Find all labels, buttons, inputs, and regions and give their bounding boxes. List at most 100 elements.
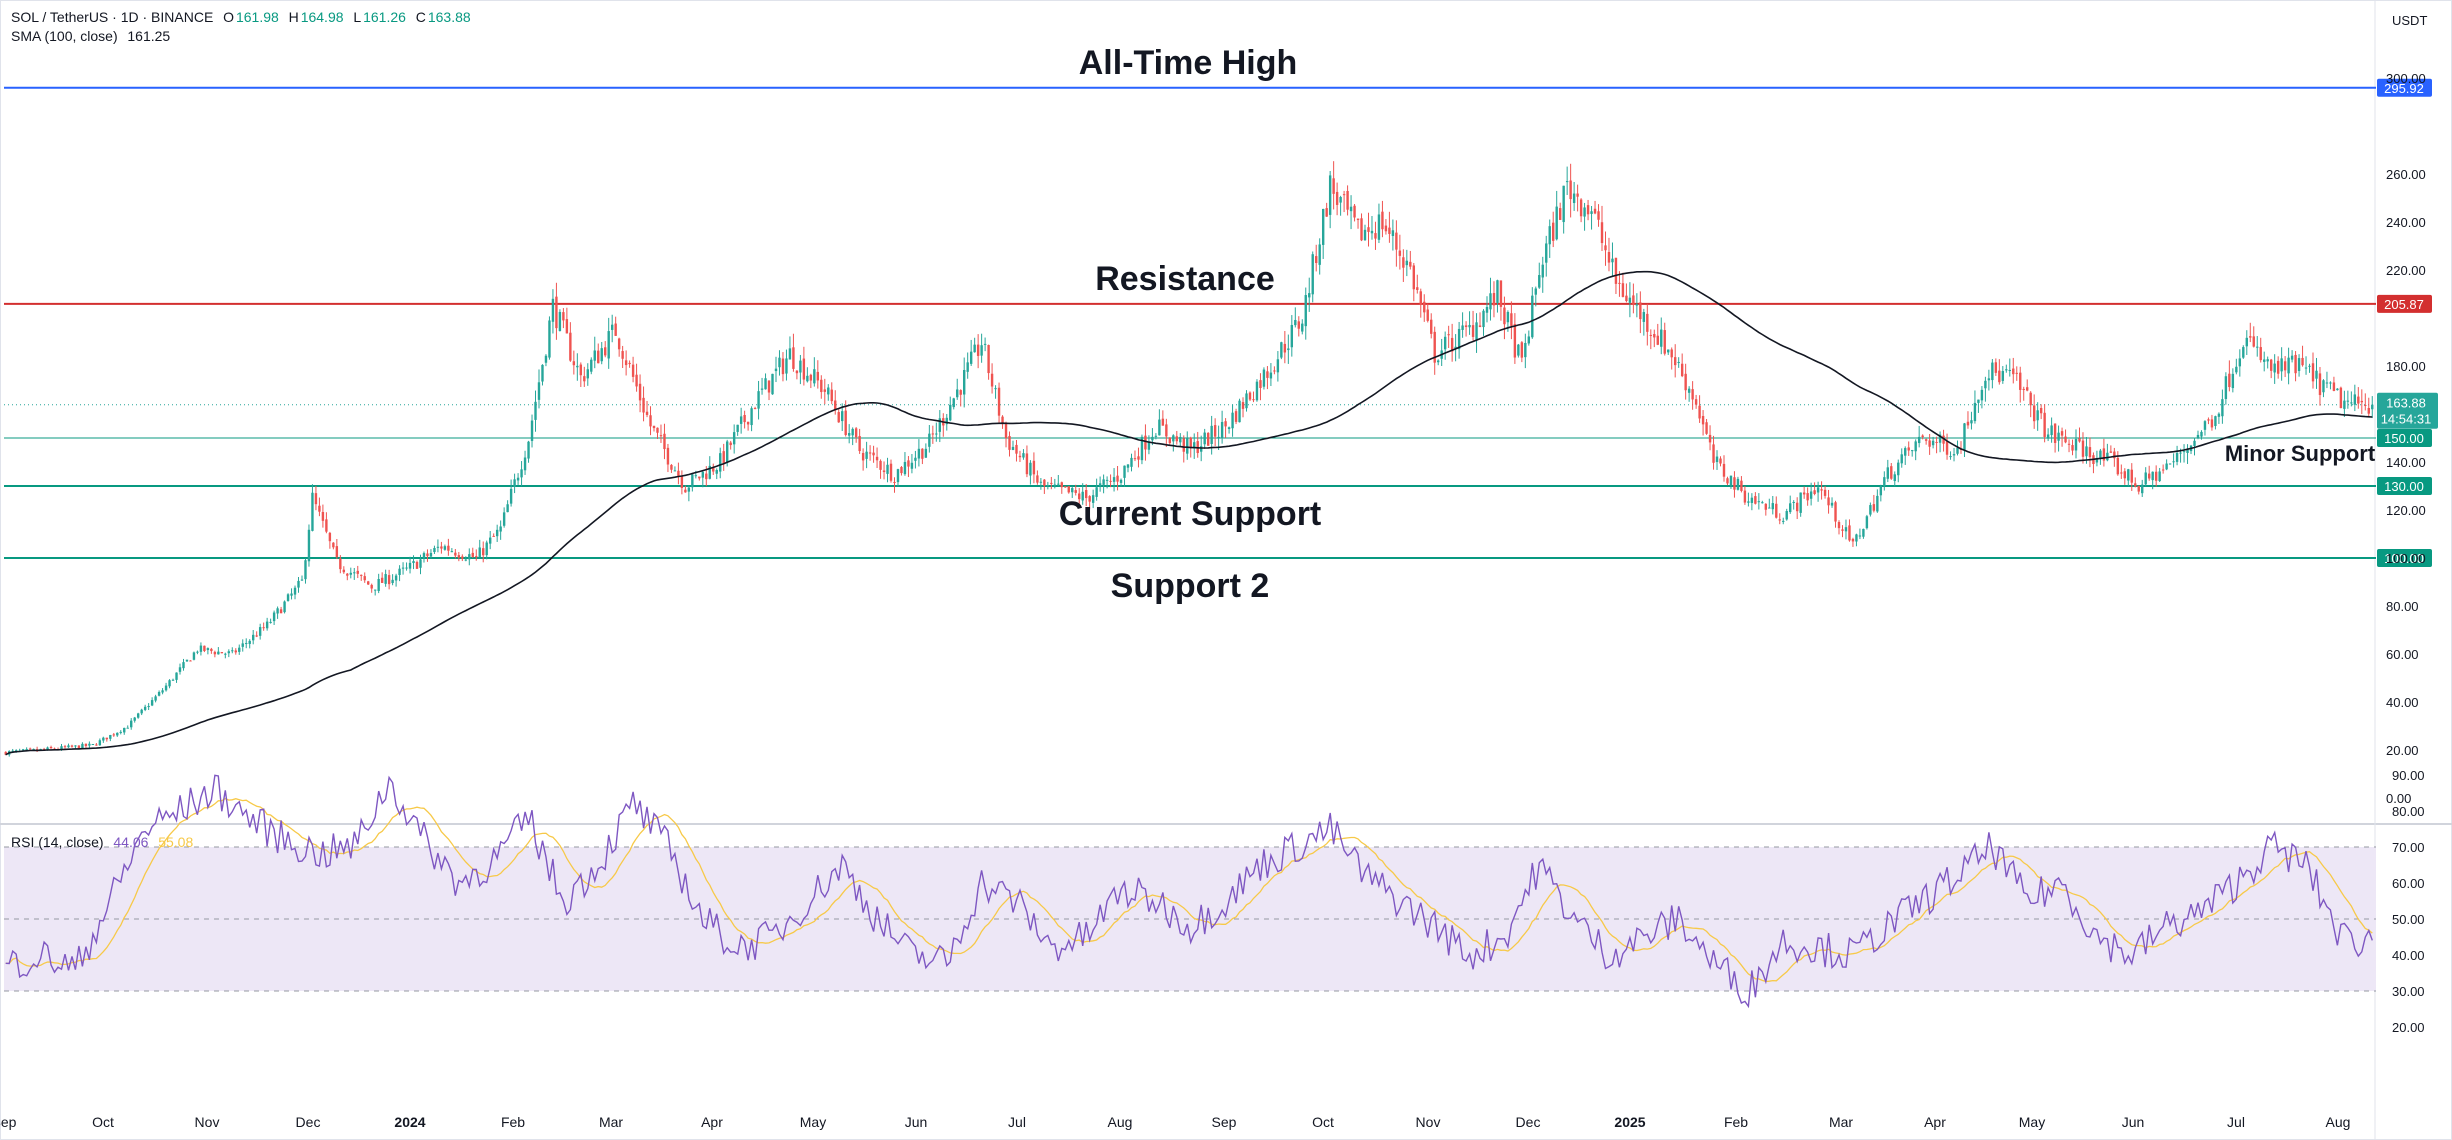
- candle-body: [231, 650, 234, 652]
- candle-body: [443, 546, 447, 550]
- candle-body: [123, 727, 126, 733]
- candle-body: [1834, 502, 1837, 522]
- candle-body: [1011, 446, 1015, 451]
- rsi-legend[interactable]: RSI (14, close) 44.06 55.08: [11, 834, 195, 850]
- candle-body: [1945, 441, 1949, 455]
- time-tick: Feb: [501, 1114, 525, 1130]
- currency-label: USDT: [2392, 13, 2427, 28]
- candle-body: [143, 706, 147, 710]
- candle-body: [1050, 482, 1053, 484]
- candle-body: [537, 382, 541, 400]
- candle-body: [1565, 181, 1569, 183]
- candle-body: [1583, 207, 1586, 217]
- price-tick: 220.00: [2386, 263, 2426, 278]
- candle-body: [666, 447, 670, 465]
- candle-body: [2186, 448, 2189, 453]
- candle-body: [1754, 496, 1757, 504]
- candle-body: [265, 621, 269, 629]
- candle-body: [1534, 288, 1537, 295]
- time-tick: Jun: [2122, 1114, 2145, 1130]
- candle-body: [767, 380, 771, 393]
- candle-body: [457, 555, 461, 558]
- candle-body: [116, 732, 119, 736]
- candle-body: [2364, 404, 2367, 406]
- candle-body: [523, 457, 527, 471]
- candle-body: [1091, 495, 1095, 503]
- candle-body: [1736, 478, 1740, 490]
- candle-body: [607, 331, 610, 359]
- candle-body: [2329, 382, 2332, 384]
- candle-body: [1304, 295, 1307, 327]
- candle-body: [440, 546, 443, 549]
- candle-body: [593, 350, 596, 361]
- candle-body: [1172, 435, 1175, 442]
- candle-body: [680, 476, 684, 488]
- rsi-tick: 80.00: [2392, 804, 2425, 819]
- candle-body: [2012, 368, 2015, 375]
- candle-body: [2064, 436, 2067, 443]
- candle-body: [708, 465, 711, 479]
- candle-body: [1970, 420, 1973, 424]
- candle-body: [1398, 250, 1402, 256]
- candle-body: [1283, 343, 1287, 353]
- price-tick: 120.00: [2386, 503, 2426, 518]
- candle-body: [220, 651, 224, 654]
- candle-body: [2210, 419, 2214, 428]
- candle-body: [1698, 405, 1701, 419]
- candle-body: [1687, 388, 1691, 393]
- candle-body: [398, 568, 401, 575]
- candle-body: [572, 361, 576, 366]
- candle-body: [60, 746, 63, 750]
- candle-body: [2154, 471, 2158, 481]
- candle-body: [1917, 436, 1921, 444]
- candle-body: [1405, 260, 1409, 266]
- candle-body: [185, 659, 189, 662]
- candle-body: [736, 424, 739, 432]
- candle-body: [164, 685, 168, 691]
- candle-body: [1349, 206, 1353, 212]
- candle-body: [1356, 218, 1360, 221]
- ohlc-close-value: 163.88: [427, 9, 471, 25]
- level-label: All-Time High: [1079, 44, 1298, 82]
- sma-legend[interactable]: SMA (100, close) 161.25: [11, 28, 172, 44]
- candle-body: [2290, 355, 2294, 360]
- candle-body: [1761, 502, 1764, 504]
- time-tick: Mar: [1829, 1114, 1853, 1130]
- level-annotations: All-Time High Resistance Minor Support Curr…: [1059, 44, 2376, 605]
- candle-body: [1646, 313, 1649, 332]
- candle-body: [872, 452, 875, 456]
- candle-body: [1245, 393, 1248, 409]
- time-tick: Mar: [599, 1114, 623, 1130]
- candle-body: [2134, 483, 2137, 487]
- candle-body: [328, 532, 332, 542]
- candle-body: [1621, 283, 1625, 297]
- candle-body: [506, 504, 509, 513]
- candle-body: [579, 364, 583, 376]
- candle-body: [1963, 423, 1966, 450]
- candle-body: [1590, 211, 1593, 214]
- candle-body: [1112, 477, 1116, 482]
- candle-body: [513, 479, 516, 487]
- candle-body: [1454, 346, 1457, 349]
- candle-body: [1816, 487, 1820, 493]
- candle-body: [2005, 369, 2008, 371]
- candle-body: [973, 344, 976, 353]
- candle-body: [2259, 347, 2262, 361]
- candle-body: [1060, 482, 1063, 488]
- candle-body: [673, 470, 677, 472]
- candle-body: [2147, 473, 2151, 479]
- ohlc-low-value: 161.26: [363, 9, 406, 25]
- time-tick: Feb: [1724, 1114, 1748, 1130]
- candle-body: [889, 463, 893, 481]
- candle-body: [2130, 469, 2133, 483]
- candle-body: [1785, 511, 1788, 520]
- candle-body: [2095, 458, 2099, 463]
- candle-body: [157, 692, 161, 696]
- candle-body: [1248, 392, 1252, 400]
- candle-body: [1809, 491, 1813, 499]
- candle-body: [785, 358, 788, 374]
- candle-body: [562, 312, 565, 321]
- candle-body: [1952, 454, 1956, 456]
